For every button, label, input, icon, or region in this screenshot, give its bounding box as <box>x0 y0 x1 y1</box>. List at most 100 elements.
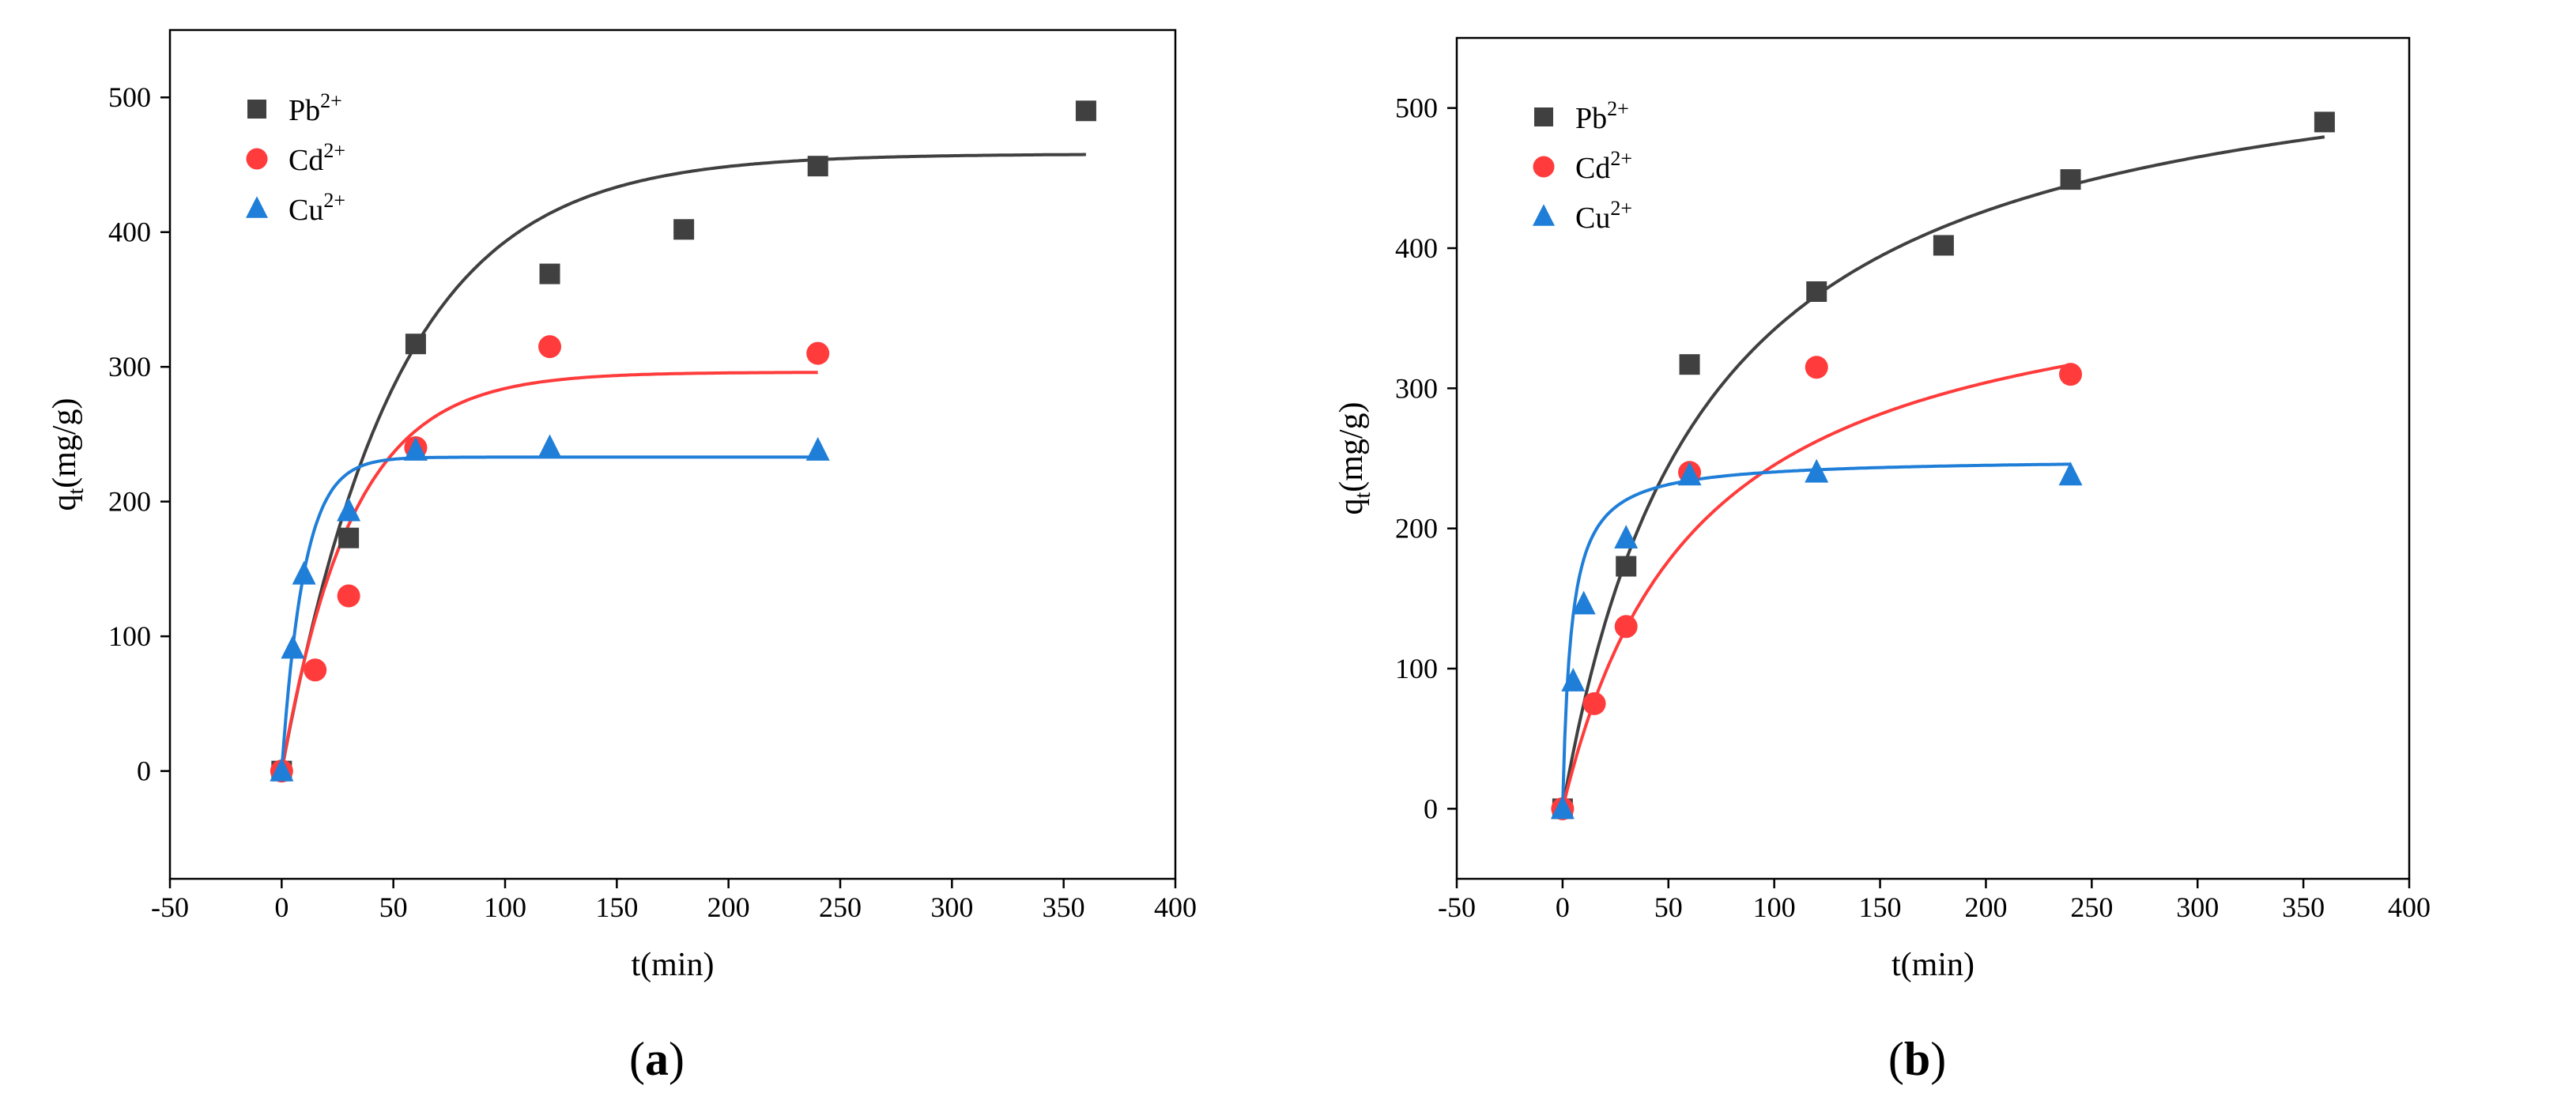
data-point-cu <box>1571 590 1596 615</box>
panel-label-open: ( <box>629 1033 645 1085</box>
data-point-pb <box>2314 111 2335 133</box>
y-axis-label-main: q <box>47 495 83 511</box>
data-point-cu <box>292 560 316 585</box>
fit-curve-cu <box>280 455 818 771</box>
panel-label: (b) <box>1888 1033 1946 1085</box>
y-tick-label: 400 <box>1395 232 1438 264</box>
data-point-cd <box>304 658 327 682</box>
legend-label-cd: Cd2+ <box>1575 147 1632 185</box>
data-point-pb <box>1806 281 1827 302</box>
x-tick-label: 400 <box>2388 891 2431 923</box>
y-tick-label: 0 <box>137 756 151 787</box>
y-axis-label: qt(mg/g) <box>47 398 89 511</box>
chart-a: -50 0 50 100 150 200 250 300 350 400 0 100 200 300 400… <box>47 28 1197 1085</box>
panel-label-open: ( <box>1888 1033 1904 1085</box>
data-point-cd <box>806 341 830 365</box>
y-axis-label: qt(mg/g) <box>1333 401 1375 514</box>
data-point-cu <box>281 635 305 659</box>
legend-label-cd: Cd2+ <box>289 139 345 177</box>
x-tick-label: 0 <box>1556 891 1570 923</box>
data-point-cu <box>537 434 562 458</box>
legend-label-name: Cd <box>289 144 323 177</box>
y-tick-label: 100 <box>1395 653 1438 684</box>
x-tick-label: 400 <box>1154 891 1197 923</box>
y-axis-label-subscript: t <box>1351 492 1375 499</box>
panel-label-letter: a <box>645 1033 669 1085</box>
x-tick-label: 350 <box>1043 891 1085 923</box>
y-axis-label-unit: (mg/g) <box>47 398 83 488</box>
legend-marker-pb <box>247 100 266 119</box>
data-point-cu <box>270 757 294 782</box>
y-axis-label-unit: (mg/g) <box>1333 401 1370 492</box>
data-point-cu <box>337 497 361 522</box>
x-tick-label: 150 <box>595 891 638 923</box>
legend-label-name: Cd <box>1575 152 1610 185</box>
legend-label-name: Cu <box>1575 202 1610 235</box>
legend-marker-cu <box>246 196 268 218</box>
data-point-cd <box>1805 356 1828 379</box>
data-point-cu <box>1677 462 1702 486</box>
x-tick-label: 200 <box>1964 891 2007 923</box>
plot-frame <box>1455 36 2411 880</box>
x-axis-label: t(min) <box>632 947 715 983</box>
fit-curve-cd <box>280 371 818 771</box>
x-tick-label: 200 <box>707 891 750 923</box>
legend-label-cu: Cu2+ <box>1575 197 1632 235</box>
data-point-cd <box>1614 615 1638 639</box>
legend-label-sup: 2+ <box>320 89 342 112</box>
x-tick-label: 150 <box>1859 891 1902 923</box>
y-tick-label: 500 <box>108 81 151 113</box>
y-axis-label-main: q <box>1333 499 1370 515</box>
chart-panel-a: -50 0 50 100 150 200 250 300 350 400 0 100 200 300 400… <box>47 28 1197 1085</box>
y-tick-label: 500 <box>1395 92 1438 124</box>
fit-curve-pb <box>1560 135 2325 809</box>
x-tick-label: -50 <box>1438 891 1476 923</box>
y-tick-label: 300 <box>108 351 151 383</box>
panel-label: (a) <box>629 1033 685 1085</box>
panel-label-close: ) <box>1930 1033 1946 1085</box>
x-tick-label: 250 <box>2070 891 2113 923</box>
x-tick-label: 100 <box>1753 891 1796 923</box>
legend-marker-cd <box>1533 156 1555 178</box>
plot-area <box>1550 111 2335 820</box>
x-tick-label: 100 <box>484 891 526 923</box>
y-tick-label: 300 <box>1395 372 1438 404</box>
data-point-pb <box>673 219 695 240</box>
fit-curve-cd <box>1560 363 2071 809</box>
panel-label-letter: b <box>1904 1033 1930 1085</box>
x-tick-label: 300 <box>2176 891 2219 923</box>
data-point-cu <box>2058 462 2083 486</box>
x-tick-label: 50 <box>379 891 408 923</box>
legend-label-sup: 2+ <box>1610 147 1632 170</box>
legend-marker-pb <box>1534 107 1553 126</box>
data-point-cd <box>337 584 360 608</box>
legend-label-sup: 2+ <box>323 189 345 212</box>
x-tick-label: 350 <box>2282 891 2325 923</box>
y-tick-label: 100 <box>108 620 151 652</box>
data-point-pb <box>1075 100 1096 122</box>
legend-marker-cd <box>246 148 268 170</box>
legend-label-sup: 2+ <box>1607 97 1629 120</box>
chart-b: -50 0 50 100 150 200 250 300 350 400 0 100 200 300 400… <box>1333 36 2431 1085</box>
y-tick-label: 200 <box>108 486 151 518</box>
plot-frame <box>168 28 1177 880</box>
y-axis-label-subscript: t <box>64 488 89 495</box>
legend-label-name: Pb <box>1575 102 1607 135</box>
legend-label-pb: Pb2+ <box>289 89 342 127</box>
data-point-pb <box>1616 556 1637 577</box>
data-point-cd <box>538 335 562 359</box>
data-point-cd <box>2059 363 2083 386</box>
data-point-cu <box>1561 668 1586 692</box>
data-point-pb <box>1679 354 1700 375</box>
plot-area <box>270 100 1096 783</box>
data-point-cu <box>1614 525 1639 549</box>
x-tick-label: 300 <box>930 891 973 923</box>
data-point-pb <box>1933 235 1954 256</box>
x-tick-label: 0 <box>274 891 289 923</box>
data-point-cu <box>1805 458 1829 483</box>
chart-panel-b: -50 0 50 100 150 200 250 300 350 400 0 100 200 300 400… <box>1288 0 2576 1108</box>
legend-marker-cu <box>1533 204 1555 226</box>
data-point-pb <box>2060 169 2081 190</box>
x-axis-label: t(min) <box>1891 947 1974 983</box>
x-tick-label: 250 <box>819 891 862 923</box>
